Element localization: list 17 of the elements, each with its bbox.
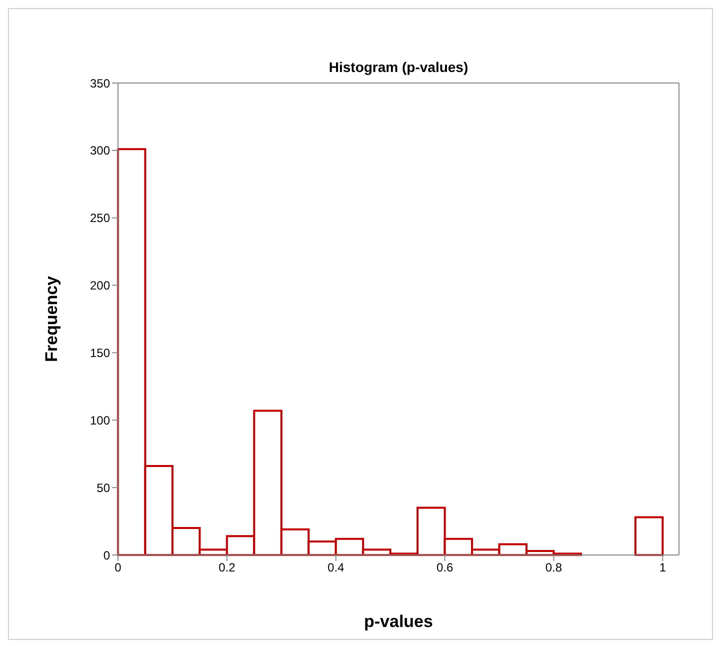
x-axis-title: p-values bbox=[364, 612, 433, 631]
x-tick-label: 0.8 bbox=[545, 560, 562, 575]
y-tick-label: 250 bbox=[90, 211, 110, 226]
chart-title: Histogram (p-values) bbox=[328, 59, 470, 75]
y-tick-label: 150 bbox=[90, 346, 110, 360]
y-tick-label: 350 bbox=[90, 76, 110, 90]
y-tick-label: 100 bbox=[90, 413, 110, 428]
x-tick-label: 0.4 bbox=[328, 560, 345, 575]
x-tick-label: 0 bbox=[114, 560, 122, 575]
y-axis-title: Frequency bbox=[42, 275, 62, 362]
y-tick-label: 300 bbox=[90, 144, 110, 158]
x-tick-label: 0.6 bbox=[436, 560, 454, 575]
y-tick-label: 0 bbox=[103, 548, 110, 562]
y-tick-label: 50 bbox=[96, 480, 110, 495]
x-tick-label: 1 bbox=[659, 560, 666, 575]
x-tick-label: 0.2 bbox=[218, 560, 236, 575]
y-tick-label: 200 bbox=[90, 278, 110, 293]
